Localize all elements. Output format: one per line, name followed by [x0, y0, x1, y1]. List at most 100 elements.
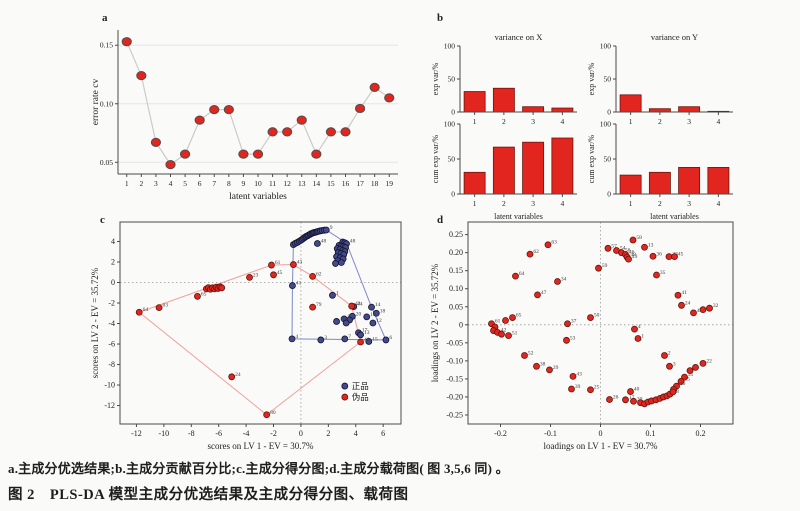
point-label: 42: [355, 301, 361, 307]
data-point: [238, 149, 249, 159]
bar: [463, 91, 486, 113]
y-tick-label: 50: [448, 155, 456, 164]
data-point: [267, 127, 278, 137]
x-tick-label: 9: [242, 179, 246, 188]
point-label: 17: [629, 395, 635, 401]
chart-body: 1 2 3 4 0 50 100 latent variables cum exp var/%: [431, 120, 577, 221]
data-point: [674, 291, 682, 299]
data-point: [179, 149, 191, 159]
point-label: 49: [632, 254, 638, 260]
data-point: [666, 362, 673, 370]
point-label: 15: [684, 376, 690, 382]
bar: [522, 141, 545, 195]
plot-frame: [119, 221, 402, 425]
x-tick-label: 6: [381, 429, 385, 438]
x-tick-label: 3: [154, 179, 158, 188]
x-tick-label: 3: [531, 117, 535, 126]
data-point: [333, 318, 340, 325]
convex-hull: [291, 229, 387, 341]
data-point: [165, 160, 176, 170]
point-label: 37: [571, 319, 577, 325]
x-tick-label: 7: [212, 179, 216, 188]
data-point: [121, 37, 132, 47]
point-label: 48: [321, 239, 327, 245]
x-axis-label: loadings on LV 1 - EV = 30.7%: [544, 441, 658, 451]
point-label: 42: [501, 327, 507, 333]
data-point: [544, 241, 552, 249]
x-tick-label: 12: [283, 179, 291, 188]
point-label: 10: [340, 316, 346, 322]
point-label: 61: [275, 260, 281, 266]
point-label: 5: [353, 315, 356, 321]
data-point: [505, 332, 512, 340]
error-rate-line-chart: 1 2 3 4 5 6 7 8 9 10 11 12 13 14 15 16 17 18 190.050.100.1…: [91, 30, 398, 202]
panel-label-d: d: [437, 214, 444, 226]
x-tick-label: 3: [687, 199, 691, 208]
x-tick-label: -0.1: [544, 429, 557, 438]
data-point: [533, 362, 540, 370]
x-tick-label: -6: [215, 429, 222, 438]
x-axis-ticks: 1 2 3 4 5 6 7 8 9 10 11 12 13 14 15 16 17 18 19: [125, 174, 393, 188]
point-label: 36: [656, 251, 662, 257]
data-point: [296, 115, 307, 125]
data-point: [369, 82, 380, 92]
point-label: 6: [389, 335, 392, 341]
data-point: [194, 292, 201, 300]
data-point: [502, 317, 509, 324]
x-tick-label: 4: [717, 117, 721, 126]
data-point: [630, 397, 637, 405]
y-tick-label: 100: [444, 42, 456, 51]
y-axis-ticks: -12 -10 -8 -6 -4 -2 0 2 4: [104, 237, 120, 410]
point-label: 25: [594, 385, 600, 391]
y-axis-label: cum exp var/%: [431, 134, 440, 183]
x-axis-ticks: -0.2 -0.1 0 0.1 0.2: [494, 424, 706, 438]
data-point: [228, 373, 236, 381]
data-point: [649, 252, 657, 260]
point-label: 46: [364, 337, 370, 343]
point-label: 4: [638, 324, 641, 330]
data-point: [223, 105, 234, 115]
data-point: [546, 366, 553, 374]
data-point: [289, 282, 296, 289]
y-tick-label: 0: [111, 278, 115, 287]
point-label: 53: [570, 335, 576, 341]
point-label: 64: [519, 271, 525, 277]
point-label: 45: [277, 270, 283, 276]
data-point: [604, 244, 612, 252]
data-point: [595, 264, 602, 272]
y-tick-label: -0.10: [446, 356, 463, 365]
data-point: [372, 309, 380, 317]
point-label: 16: [680, 381, 686, 387]
point-label: 26: [613, 394, 619, 400]
x-axis-ticks: 1 2 3 4: [473, 194, 565, 208]
data-point: [357, 331, 364, 339]
data-point: [363, 313, 371, 321]
data-point: [653, 271, 660, 279]
bar: [678, 106, 701, 113]
bar: [522, 106, 545, 113]
y-tick-label: 0: [451, 190, 455, 199]
y-tick-label: 100: [444, 120, 456, 129]
point-label: 35: [660, 270, 666, 276]
data-point: [382, 336, 390, 344]
y-tick-label: -0.05: [446, 338, 463, 347]
bar: [619, 174, 642, 195]
point-label: 29: [553, 365, 559, 371]
y-tick-label: -12: [104, 401, 115, 410]
data-point: [288, 335, 296, 343]
point-label: 64: [143, 307, 149, 313]
point-label: 30: [637, 396, 643, 402]
data-point: [634, 335, 642, 342]
x-tick-label: 3: [687, 117, 691, 126]
chart-body: 1 2 3 4 0 50 100 exp var/% variance on X: [431, 32, 577, 126]
point-label: 23: [253, 272, 259, 278]
data-point: [263, 411, 271, 419]
y-tick-label: -8: [108, 360, 115, 369]
point-label: 1: [641, 334, 644, 340]
y-tick-label: 0: [451, 108, 455, 117]
x-axis-ticks: 1 2 3 4: [629, 194, 721, 208]
x-tick-label: 2: [139, 179, 143, 188]
convex-hull: [138, 264, 362, 416]
